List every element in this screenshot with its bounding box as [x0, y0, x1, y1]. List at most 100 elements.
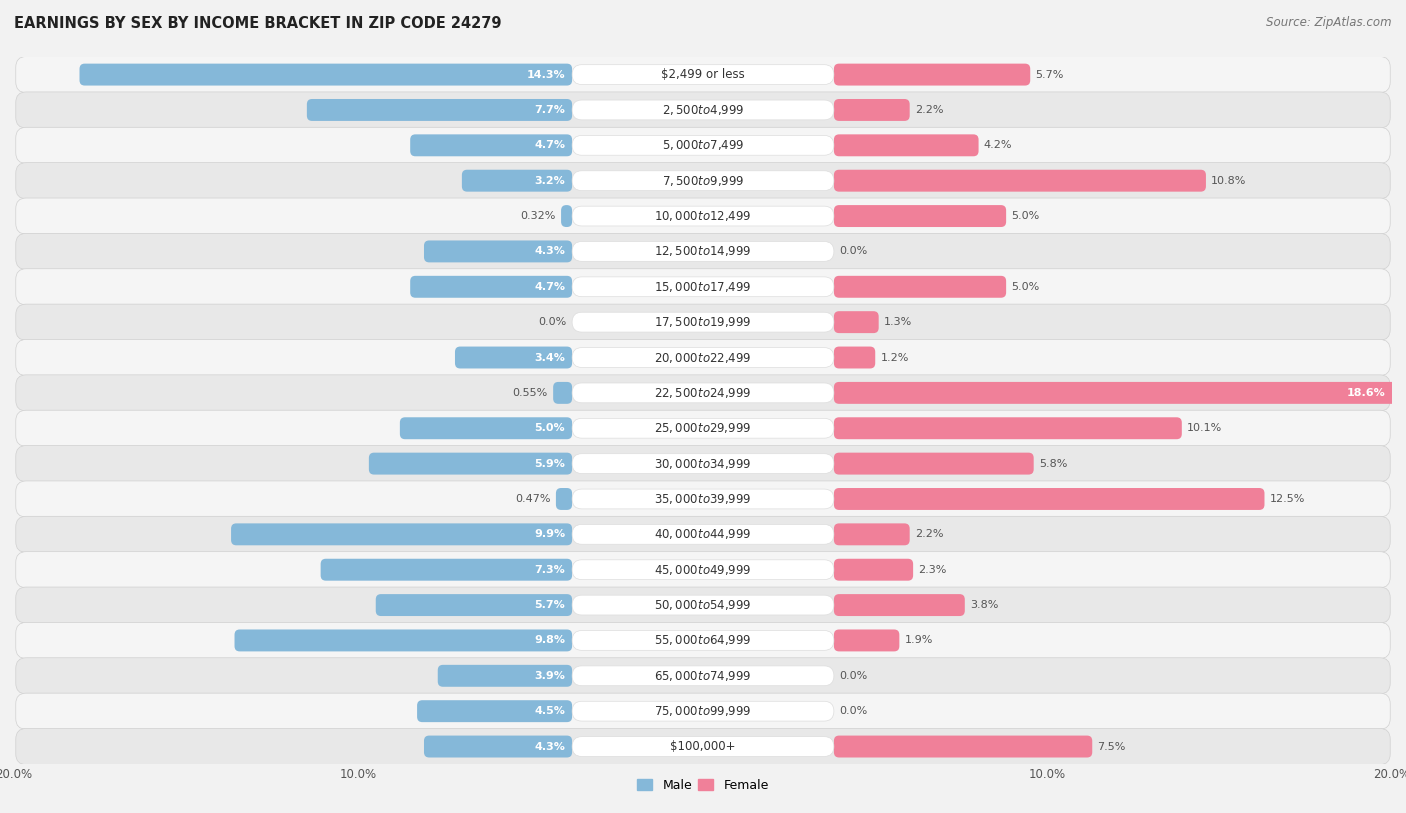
Text: $2,499 or less: $2,499 or less	[661, 68, 745, 81]
Text: 9.8%: 9.8%	[534, 636, 565, 646]
FancyBboxPatch shape	[572, 489, 834, 509]
FancyBboxPatch shape	[15, 481, 1391, 517]
FancyBboxPatch shape	[834, 488, 1264, 510]
Text: 5.0%: 5.0%	[1011, 282, 1039, 292]
FancyBboxPatch shape	[834, 276, 1007, 298]
Text: 4.7%: 4.7%	[534, 282, 565, 292]
FancyBboxPatch shape	[572, 454, 834, 473]
FancyBboxPatch shape	[572, 631, 834, 650]
FancyBboxPatch shape	[231, 524, 572, 546]
FancyBboxPatch shape	[80, 63, 572, 85]
FancyBboxPatch shape	[15, 446, 1391, 481]
FancyBboxPatch shape	[437, 665, 572, 687]
FancyBboxPatch shape	[15, 623, 1391, 659]
FancyBboxPatch shape	[15, 587, 1391, 623]
FancyBboxPatch shape	[15, 693, 1391, 729]
Text: 4.2%: 4.2%	[984, 141, 1012, 150]
FancyBboxPatch shape	[15, 516, 1391, 552]
FancyBboxPatch shape	[368, 453, 572, 475]
FancyBboxPatch shape	[456, 346, 572, 368]
FancyBboxPatch shape	[572, 348, 834, 367]
Text: 18.6%: 18.6%	[1347, 388, 1385, 398]
FancyBboxPatch shape	[834, 736, 1092, 758]
Text: 2.2%: 2.2%	[915, 529, 943, 539]
FancyBboxPatch shape	[572, 595, 834, 615]
Text: 7.5%: 7.5%	[1098, 741, 1126, 751]
Text: 1.3%: 1.3%	[884, 317, 912, 327]
FancyBboxPatch shape	[572, 560, 834, 580]
FancyBboxPatch shape	[834, 311, 879, 333]
Text: $35,000 to $39,999: $35,000 to $39,999	[654, 492, 752, 506]
FancyBboxPatch shape	[572, 666, 834, 685]
FancyBboxPatch shape	[572, 241, 834, 261]
Text: 12.5%: 12.5%	[1270, 494, 1305, 504]
FancyBboxPatch shape	[15, 411, 1391, 446]
Text: $20,000 to $22,499: $20,000 to $22,499	[654, 350, 752, 364]
Text: $17,500 to $19,999: $17,500 to $19,999	[654, 315, 752, 329]
Text: 2.3%: 2.3%	[918, 565, 946, 575]
FancyBboxPatch shape	[555, 488, 572, 510]
FancyBboxPatch shape	[425, 241, 572, 263]
Text: $55,000 to $64,999: $55,000 to $64,999	[654, 633, 752, 647]
FancyBboxPatch shape	[375, 594, 572, 616]
Text: $75,000 to $99,999: $75,000 to $99,999	[654, 704, 752, 718]
Text: 4.5%: 4.5%	[534, 706, 565, 716]
Text: $10,000 to $12,499: $10,000 to $12,499	[654, 209, 752, 223]
Text: 0.47%: 0.47%	[515, 494, 551, 504]
Text: $40,000 to $44,999: $40,000 to $44,999	[654, 528, 752, 541]
FancyBboxPatch shape	[572, 171, 834, 190]
Text: EARNINGS BY SEX BY INCOME BRACKET IN ZIP CODE 24279: EARNINGS BY SEX BY INCOME BRACKET IN ZIP…	[14, 16, 502, 31]
Text: 3.8%: 3.8%	[970, 600, 998, 610]
FancyBboxPatch shape	[572, 383, 834, 402]
Text: 9.9%: 9.9%	[534, 529, 565, 539]
Text: 5.0%: 5.0%	[1011, 211, 1039, 221]
FancyBboxPatch shape	[572, 419, 834, 438]
FancyBboxPatch shape	[572, 207, 834, 226]
FancyBboxPatch shape	[834, 382, 1406, 404]
FancyBboxPatch shape	[15, 57, 1391, 93]
Text: $22,500 to $24,999: $22,500 to $24,999	[654, 386, 752, 400]
FancyBboxPatch shape	[561, 205, 572, 227]
Text: 7.7%: 7.7%	[534, 105, 565, 115]
FancyBboxPatch shape	[553, 382, 572, 404]
FancyBboxPatch shape	[235, 629, 572, 651]
FancyBboxPatch shape	[834, 346, 875, 368]
FancyBboxPatch shape	[15, 269, 1391, 305]
FancyBboxPatch shape	[461, 170, 572, 192]
Text: 7.3%: 7.3%	[534, 565, 565, 575]
Text: 3.2%: 3.2%	[534, 176, 565, 185]
FancyBboxPatch shape	[15, 728, 1391, 764]
FancyBboxPatch shape	[834, 524, 910, 546]
Text: $50,000 to $54,999: $50,000 to $54,999	[654, 598, 752, 612]
FancyBboxPatch shape	[572, 737, 834, 756]
FancyBboxPatch shape	[572, 277, 834, 297]
FancyBboxPatch shape	[15, 340, 1391, 376]
FancyBboxPatch shape	[321, 559, 572, 580]
FancyBboxPatch shape	[15, 552, 1391, 588]
Text: $2,500 to $4,999: $2,500 to $4,999	[662, 103, 744, 117]
FancyBboxPatch shape	[834, 594, 965, 616]
FancyBboxPatch shape	[572, 524, 834, 544]
FancyBboxPatch shape	[572, 702, 834, 721]
FancyBboxPatch shape	[15, 375, 1391, 411]
FancyBboxPatch shape	[425, 736, 572, 758]
Text: $5,000 to $7,499: $5,000 to $7,499	[662, 138, 744, 152]
FancyBboxPatch shape	[834, 417, 1182, 439]
FancyBboxPatch shape	[15, 233, 1391, 269]
Text: 1.2%: 1.2%	[880, 353, 908, 363]
FancyBboxPatch shape	[834, 99, 910, 121]
Text: $7,500 to $9,999: $7,500 to $9,999	[662, 174, 744, 188]
Text: 4.3%: 4.3%	[534, 246, 565, 256]
Text: $30,000 to $34,999: $30,000 to $34,999	[654, 457, 752, 471]
FancyBboxPatch shape	[411, 276, 572, 298]
FancyBboxPatch shape	[399, 417, 572, 439]
Text: 1.9%: 1.9%	[904, 636, 934, 646]
Text: $12,500 to $14,999: $12,500 to $14,999	[654, 245, 752, 259]
Text: 0.0%: 0.0%	[538, 317, 567, 327]
Text: 0.0%: 0.0%	[839, 671, 868, 680]
Text: $65,000 to $74,999: $65,000 to $74,999	[654, 669, 752, 683]
FancyBboxPatch shape	[572, 136, 834, 155]
Text: 14.3%: 14.3%	[527, 70, 565, 80]
FancyBboxPatch shape	[834, 134, 979, 156]
FancyBboxPatch shape	[572, 65, 834, 85]
